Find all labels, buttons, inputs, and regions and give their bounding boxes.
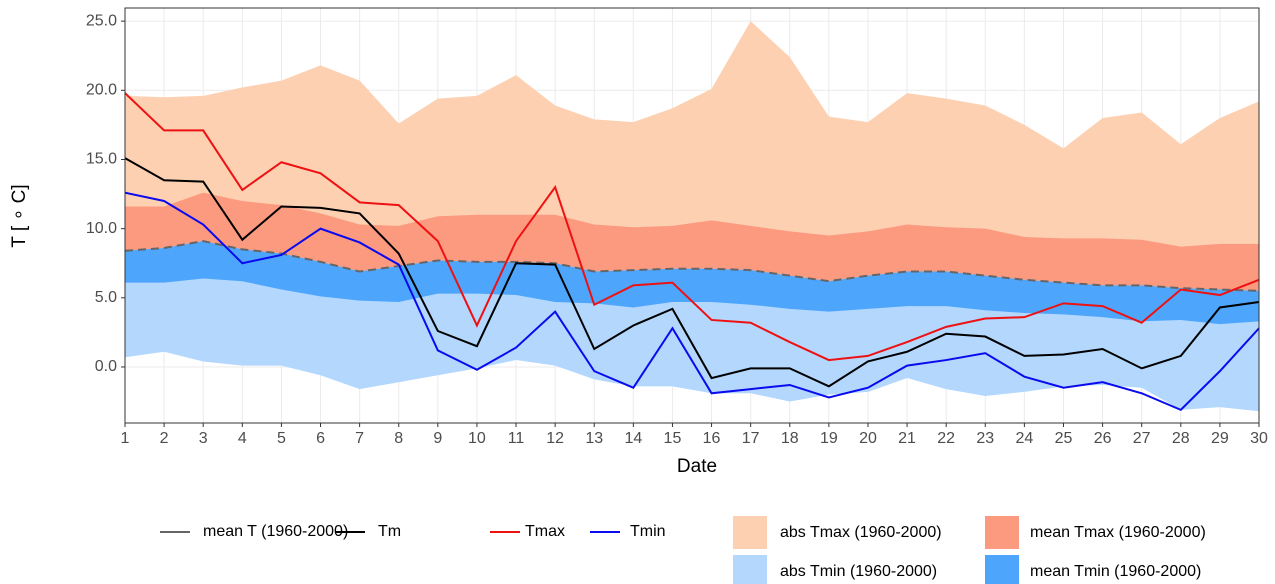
x-tick-label: 21 — [898, 430, 916, 447]
legend-swatch — [733, 555, 767, 584]
x-tick-label: 8 — [394, 430, 403, 447]
x-tick-label: 23 — [976, 430, 994, 447]
y-tick-label: 5.0 — [95, 289, 117, 306]
line — [124, 240, 1260, 292]
x-tick-label: 13 — [585, 430, 603, 447]
legend-label: Tm — [378, 523, 401, 540]
x-tick-label: 30 — [1250, 430, 1268, 447]
x-tick-label: 11 — [508, 430, 525, 447]
x-tick-label: 26 — [1094, 430, 1112, 447]
line — [124, 92, 1260, 362]
x-tick-label: 14 — [624, 430, 642, 447]
x-tick-label: 20 — [859, 430, 877, 447]
area — [125, 21, 1259, 291]
legend-swatch — [985, 516, 1019, 549]
x-tick-label: 9 — [433, 430, 442, 447]
x-tick-label: 22 — [937, 430, 955, 447]
legend-label: Tmax — [525, 523, 565, 540]
legend-label: mean T (1960-2000) — [203, 523, 348, 540]
area — [125, 241, 1259, 325]
y-tick-label: 10.0 — [86, 220, 117, 237]
legend-label: abs Tmin (1960-2000) — [780, 563, 937, 580]
x-tick-label: 4 — [238, 430, 247, 447]
x-tick-label: 24 — [1015, 430, 1033, 447]
x-tick-label: 19 — [820, 430, 838, 447]
x-tick-label: 15 — [664, 430, 682, 447]
legend-swatch — [985, 555, 1019, 584]
area — [125, 192, 1259, 291]
x-tick-label: 12 — [546, 430, 564, 447]
x-tick-label: 3 — [199, 430, 208, 447]
x-tick-label: 2 — [160, 430, 169, 447]
legend-swatch — [733, 516, 767, 549]
panel-border — [124, 7, 1260, 424]
legend-label: Tmin — [630, 523, 666, 540]
x-axis-label: Date — [677, 456, 717, 477]
x-tick-label: 28 — [1172, 430, 1190, 447]
x-tick-label: 10 — [468, 430, 486, 447]
x-tick-label: 6 — [316, 430, 325, 447]
x-tick-label: 1 — [121, 430, 130, 447]
legend-label: abs Tmax (1960-2000) — [780, 524, 942, 541]
line — [124, 157, 1260, 388]
x-tick-label: 16 — [703, 430, 721, 447]
y-tick-label: 15.0 — [86, 151, 117, 168]
y-tick-label: 0.0 — [95, 358, 117, 375]
x-tick-label: 25 — [1055, 430, 1073, 447]
y-axis-label: T [ ∘ C] — [9, 184, 30, 247]
y-tick-label: 25.0 — [86, 12, 117, 29]
y-tick-label: 20.0 — [86, 82, 117, 99]
x-tick-label: 18 — [781, 430, 799, 447]
line — [124, 191, 1260, 412]
x-tick-label: 29 — [1211, 430, 1229, 447]
x-tick-label: 7 — [355, 430, 364, 447]
legend-label: mean Tmax (1960-2000) — [1030, 524, 1206, 541]
x-tick-label: 5 — [277, 430, 286, 447]
legend-label: mean Tmin (1960-2000) — [1030, 563, 1201, 580]
x-tick-label: 27 — [1133, 430, 1151, 447]
x-tick-label: 17 — [742, 430, 760, 447]
